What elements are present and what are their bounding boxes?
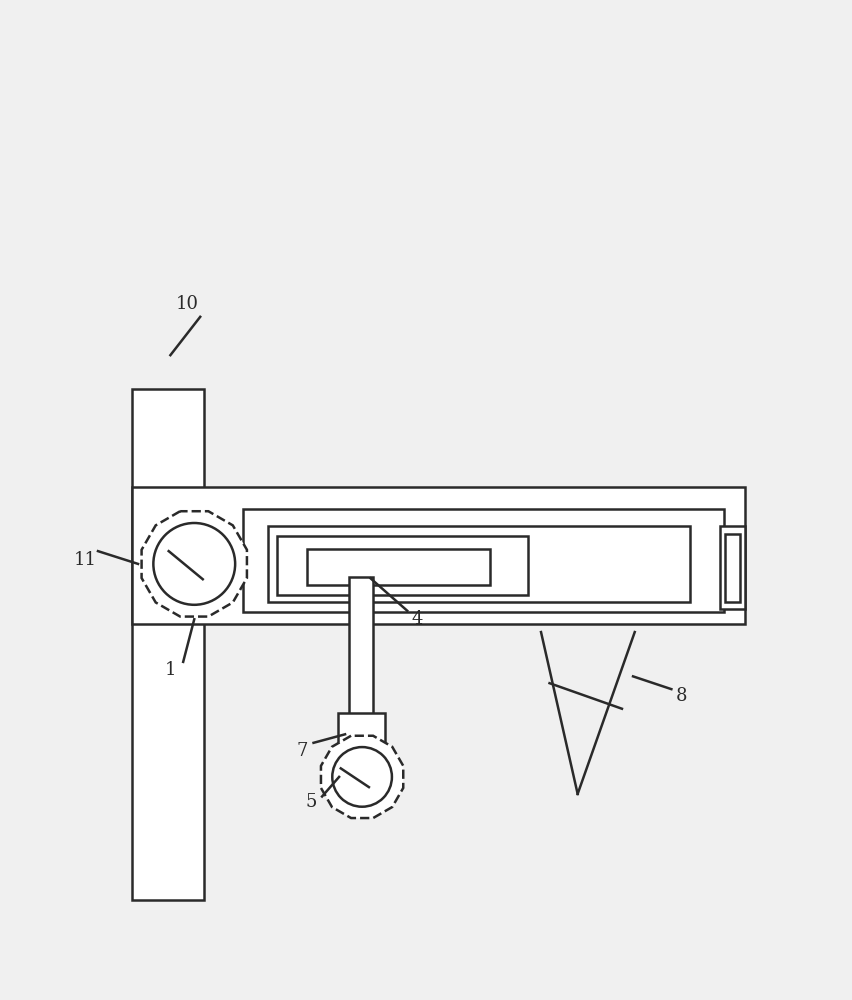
Circle shape: [332, 747, 392, 807]
Text: 10: 10: [176, 295, 199, 313]
Bar: [349, 577, 373, 726]
Text: 11: 11: [74, 551, 96, 569]
Bar: [307, 549, 490, 585]
Text: 4: 4: [412, 610, 423, 628]
Bar: [277, 536, 528, 595]
Bar: [243, 509, 724, 612]
Bar: [132, 487, 746, 624]
Bar: [725, 534, 740, 602]
Text: 5: 5: [305, 793, 317, 811]
Text: 1: 1: [164, 661, 176, 679]
Bar: [268, 526, 690, 602]
Bar: [338, 713, 385, 760]
Bar: [720, 526, 746, 609]
Text: 7: 7: [296, 742, 308, 760]
Bar: [132, 389, 204, 900]
Circle shape: [153, 523, 235, 605]
Text: 8: 8: [676, 687, 688, 705]
